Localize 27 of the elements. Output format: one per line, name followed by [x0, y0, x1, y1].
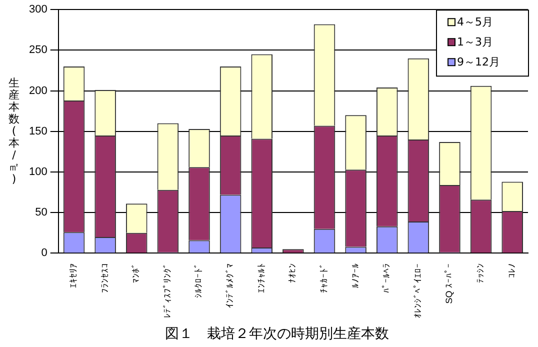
y-tick-label: 100 — [28, 166, 48, 178]
x-tick-label: ﾁｬｶｰﾄﾞ — [318, 263, 329, 294]
x-tick-label: ｴｷｾﾘｱ — [68, 263, 78, 288]
y-tick-label: 300 — [28, 4, 48, 16]
x-tick-label: ｴﾝﾁｬﾙﾄ — [256, 263, 266, 294]
x-tick-label: ﾚﾃﾞｨｽﾌﾟﾘﾝｸﾞ — [162, 263, 172, 318]
text: 図１ 栽培２年次の時期別生産本数 — [165, 326, 389, 342]
x-tick-label: ﾏﾝﾎﾞ — [131, 263, 142, 284]
y-tick-label: 250 — [28, 44, 48, 56]
text: 生産本数(本/㎡) — [8, 76, 20, 186]
x-tick-label: ｼﾙｸﾛｰﾄﾞ — [194, 263, 204, 298]
x-tick-label: ﾅｵﾋﾝ — [288, 263, 298, 284]
x-tick-label: ﾙﾉｱｰﾙ — [350, 263, 360, 288]
x-tick-label: ﾃｯｼﾝ — [476, 263, 486, 284]
y-tick-label: 0 — [41, 247, 48, 260]
y-tick-label: 150 — [28, 125, 48, 138]
x-tick-label: ｺﾚﾉ — [506, 263, 517, 278]
y-tick-label: 50 — [35, 206, 48, 219]
legend-label: 9～12月 — [457, 55, 500, 68]
x-tick-label: ｲﾝﾃﾞﾙﾒｸﾞﾏ — [225, 263, 236, 308]
x-tick-label: SQ ｽｰﾊﾟｰ — [444, 263, 454, 304]
x-tick-label: ﾌﾗﾝｾｽｺ — [100, 263, 110, 294]
x-tick-label: ﾊﾟｰﾙﾍﾗ — [382, 263, 392, 294]
x-tick-label: ｵﾚﾝｼﾞﾍﾟｲｴﾛｰ — [412, 263, 423, 318]
y-tick-label: 200 — [28, 84, 48, 97]
legend-label: 1～3月 — [457, 35, 493, 48]
legend-label: 4～5月 — [457, 15, 493, 28]
